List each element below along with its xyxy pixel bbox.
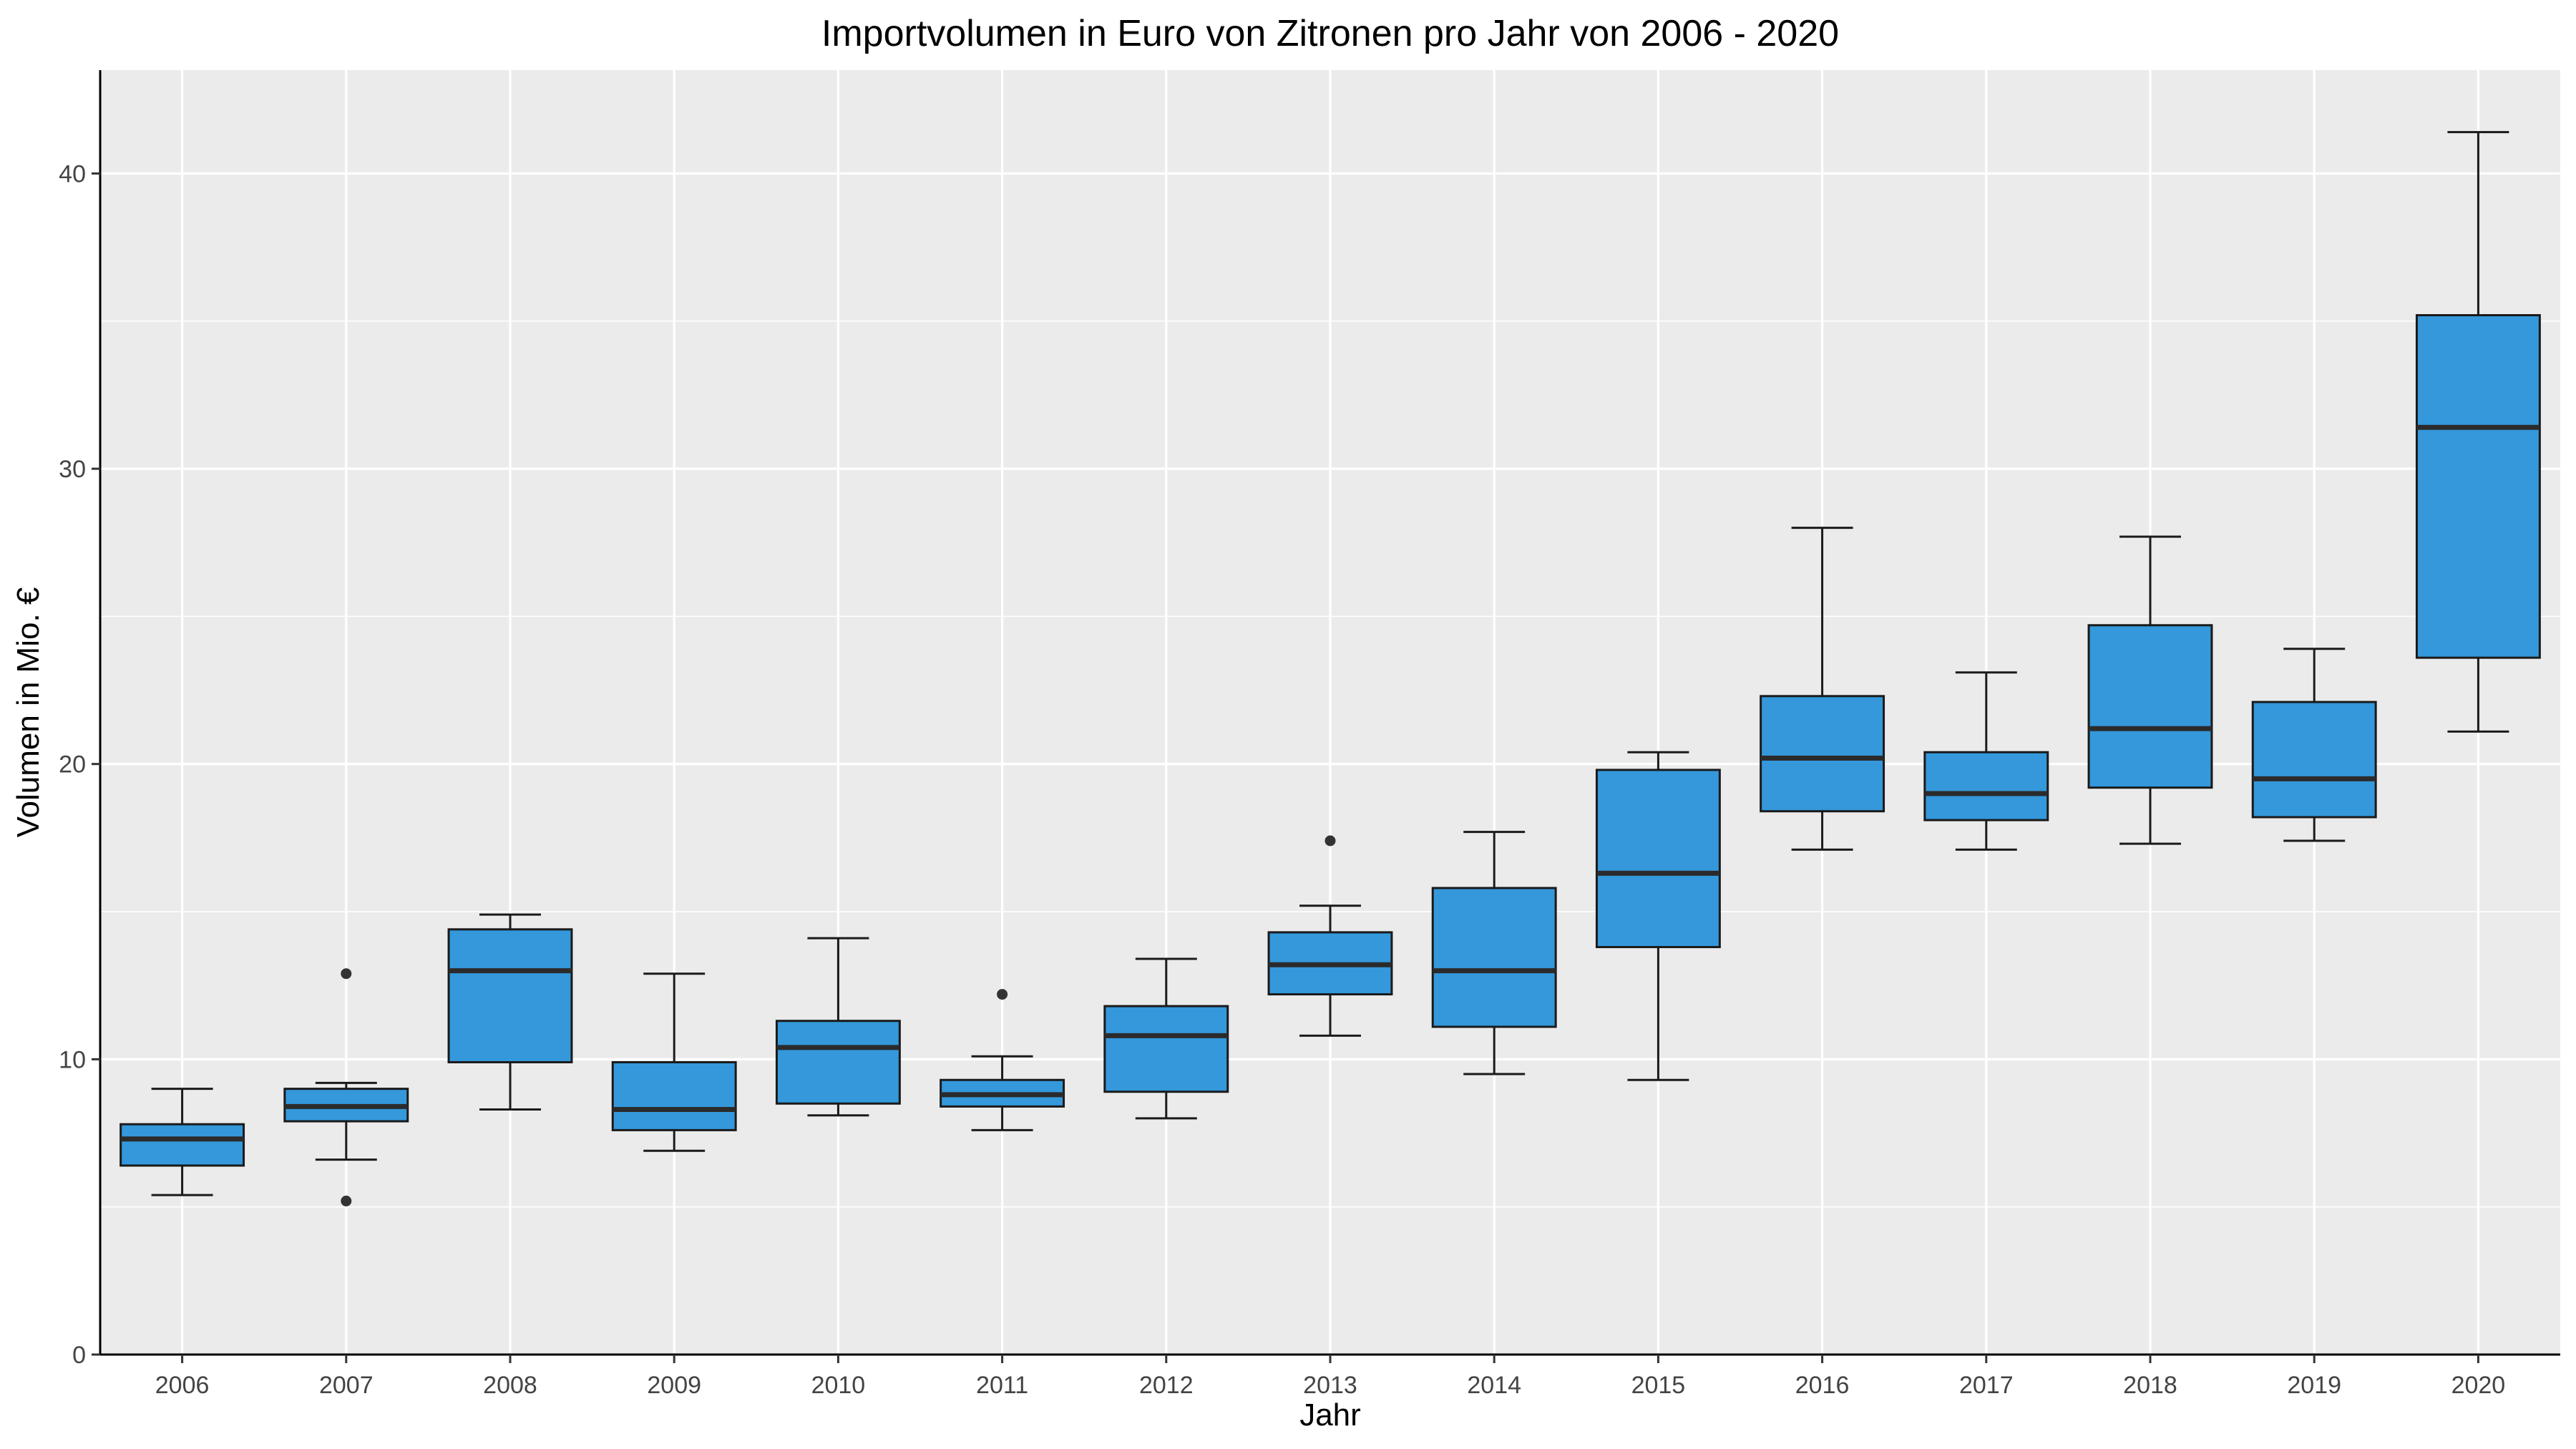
box-2006: [119, 1088, 245, 1196]
outlier-point: [341, 1195, 352, 1206]
x-tick-label: 2008: [483, 1372, 537, 1399]
y-tick-label: 10: [59, 1046, 86, 1073]
box-2015: [1595, 751, 1721, 1081]
iqr-box: [1595, 769, 1721, 949]
x-tick-label: 2006: [155, 1372, 210, 1399]
outlier-point: [341, 968, 352, 980]
box-2013: [1267, 835, 1393, 1037]
x-tick-label: 2007: [319, 1372, 374, 1399]
iqr-box: [1923, 751, 2049, 821]
x-tick-label: 2020: [2451, 1372, 2506, 1399]
box-2009: [611, 972, 737, 1152]
iqr-box: [611, 1060, 737, 1131]
iqr-box: [2251, 701, 2377, 819]
box-2007: [283, 968, 409, 1206]
y-tick-label: 40: [59, 160, 86, 187]
iqr-box: [119, 1123, 245, 1167]
box-series: [119, 131, 2541, 1206]
x-tick-label: 2012: [1139, 1372, 1194, 1399]
x-axis-title: Jahr: [1299, 1397, 1361, 1433]
x-tick-label: 2010: [811, 1372, 866, 1399]
x-tick-label: 2011: [976, 1372, 1028, 1399]
box-2016: [1760, 527, 1885, 851]
box-2019: [2251, 648, 2377, 842]
box-2010: [775, 937, 901, 1117]
outlier-point: [1324, 835, 1336, 847]
x-tick-label: 2017: [1959, 1372, 2014, 1399]
x-axis-ticks: 2006 2007 2008 2009 2010 2011 2012 2013 2014 2015…: [155, 1355, 2505, 1399]
x-tick-label: 2019: [2287, 1372, 2341, 1399]
x-tick-label: 2009: [647, 1372, 701, 1399]
box-2008: [447, 913, 573, 1111]
x-tick-label: 2015: [1631, 1372, 1686, 1399]
x-tick-label: 2014: [1467, 1372, 1521, 1399]
chart-title: Importvolumen in Euro von Zitronen pro J…: [821, 13, 1839, 54]
box-2011: [940, 989, 1065, 1131]
box-2014: [1431, 831, 1557, 1075]
iqr-box: [2087, 624, 2213, 789]
box-2020: [2415, 131, 2541, 733]
x-tick-label: 2018: [2123, 1372, 2177, 1399]
iqr-box: [1431, 887, 1557, 1028]
x-tick-label: 2016: [1795, 1372, 1850, 1399]
x-tick-label: 2013: [1303, 1372, 1357, 1399]
box-2017: [1923, 671, 2049, 851]
y-axis-title: Volumen in Mio. €: [11, 587, 46, 838]
iqr-box: [775, 1020, 901, 1105]
iqr-box: [1760, 695, 1885, 813]
y-axis-ticks: 0 10 20 30 40: [59, 160, 100, 1369]
box-2018: [2087, 535, 2213, 845]
y-tick-label: 30: [59, 456, 86, 483]
y-tick-label: 0: [72, 1342, 86, 1369]
iqr-box: [447, 928, 573, 1063]
iqr-box: [2415, 313, 2541, 659]
iqr-box: [1103, 1005, 1229, 1093]
box-2012: [1103, 957, 1229, 1120]
y-tick-label: 20: [59, 751, 86, 779]
outlier-point: [997, 989, 1008, 1000]
